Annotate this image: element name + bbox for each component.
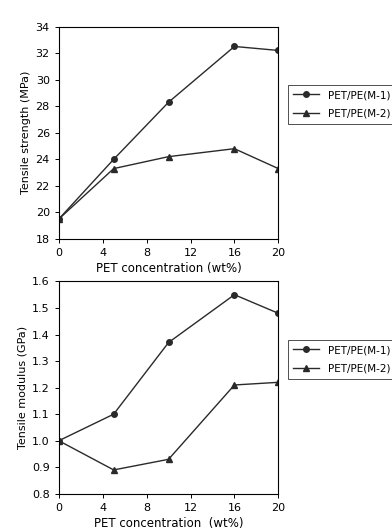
Legend: PET/PE(M-1), PET/PE(M-2): PET/PE(M-1), PET/PE(M-2) [288, 340, 392, 379]
Legend: PET/PE(M-1), PET/PE(M-2): PET/PE(M-1), PET/PE(M-2) [288, 85, 392, 124]
Y-axis label: Tensile modulus (GPa): Tensile modulus (GPa) [18, 326, 28, 449]
X-axis label: PET concentration (wt%): PET concentration (wt%) [96, 262, 241, 275]
X-axis label: PET concentration  (wt%): PET concentration (wt%) [94, 517, 243, 530]
Y-axis label: Tensile strength (MPa): Tensile strength (MPa) [21, 71, 31, 194]
